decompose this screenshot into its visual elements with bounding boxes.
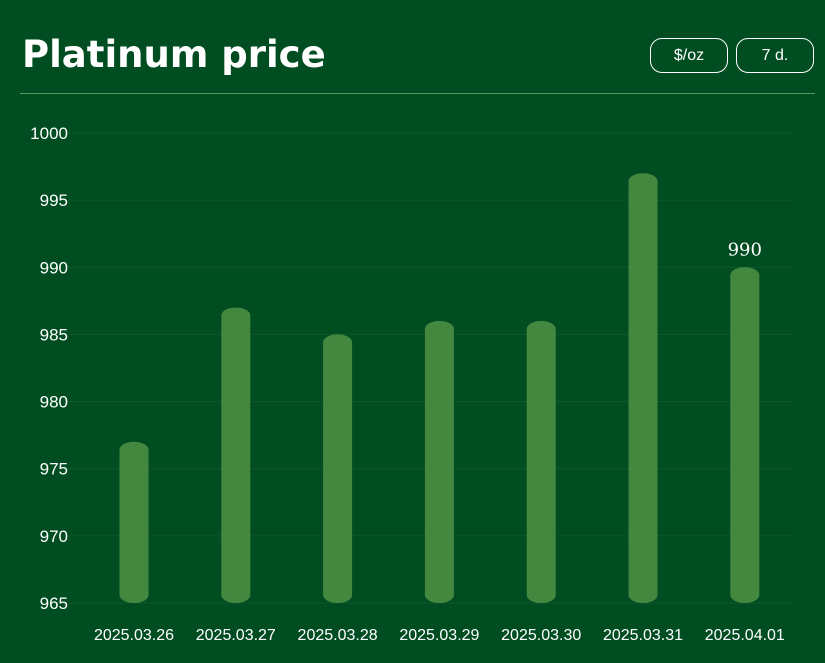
unit-button[interactable]: $/oz <box>650 38 728 73</box>
x-tick-label: 2025.03.30 <box>501 627 581 644</box>
x-tick-label: 2025.03.27 <box>196 627 276 644</box>
data-label: 990 <box>728 239 762 260</box>
bar <box>119 441 149 603</box>
bar <box>730 267 760 603</box>
y-tick-label: 995 <box>40 191 68 210</box>
y-tick-label: 980 <box>40 393 68 412</box>
x-tick-label: 2025.03.28 <box>298 627 378 644</box>
x-tick-label: 2025.03.29 <box>399 627 479 644</box>
y-tick-label: 975 <box>40 460 68 479</box>
chart-header: Platinum price $/oz 7 d. <box>0 0 825 95</box>
y-tick-label: 970 <box>40 527 68 546</box>
y-tick-label: 1000 <box>30 124 68 143</box>
time-range-button[interactable]: 7 d. <box>736 38 814 73</box>
page-title: Platinum price <box>22 33 326 76</box>
header-divider <box>20 93 815 94</box>
bar <box>424 321 454 603</box>
bar <box>221 307 251 603</box>
bar <box>323 334 353 603</box>
x-tick-label: 2025.03.26 <box>94 627 174 644</box>
x-tick-label: 2025.04.01 <box>705 627 785 644</box>
y-tick-label: 985 <box>40 325 68 344</box>
bar <box>526 321 556 603</box>
y-tick-label: 965 <box>40 594 68 613</box>
bar <box>628 173 658 604</box>
y-tick-label: 990 <box>40 258 68 277</box>
x-tick-label: 2025.03.31 <box>603 627 683 644</box>
